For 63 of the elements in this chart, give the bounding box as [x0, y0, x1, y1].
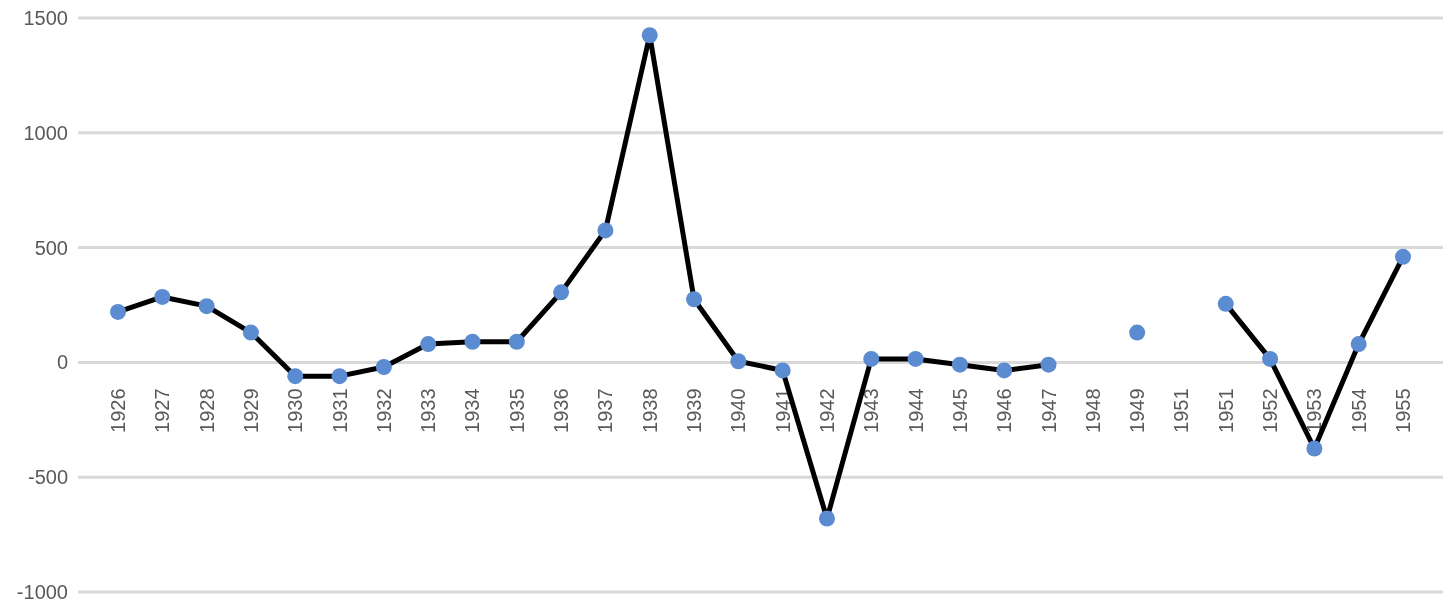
point: [553, 284, 570, 301]
point: [1395, 248, 1411, 265]
point: [1350, 336, 1367, 353]
x-tick-label: 1942: [815, 388, 838, 433]
y-tick-label: 1500: [23, 7, 68, 29]
x-tick-label: 1936: [550, 388, 573, 433]
point: [907, 350, 924, 367]
point: [242, 324, 259, 341]
y-tick-label: -1000: [16, 581, 68, 603]
x-tick-label: 1939: [683, 388, 706, 433]
x-tick-label: 1943: [860, 388, 883, 433]
x-tick-label: 1938: [638, 388, 661, 433]
point: [641, 27, 658, 44]
y-tick-label: 500: [34, 236, 68, 259]
x-tick-label: 1934: [461, 388, 484, 433]
x-tick-label: 1947: [1037, 388, 1060, 433]
point: [597, 222, 614, 239]
point: [1262, 350, 1279, 367]
x-tick-label: 1940: [727, 388, 750, 433]
point: [287, 368, 304, 385]
point: [375, 358, 392, 375]
x-tick-label: 1926: [107, 388, 129, 433]
point: [996, 362, 1013, 379]
x-tick-label: 1953: [1303, 388, 1326, 433]
point: [951, 356, 968, 373]
point: [863, 350, 880, 367]
point: [1129, 324, 1146, 341]
point: [774, 362, 791, 379]
point: [1306, 440, 1323, 457]
x-tick-label: 1949: [1126, 388, 1149, 433]
point: [730, 353, 747, 370]
x-tick-label: 1946: [993, 388, 1016, 433]
point: [464, 333, 481, 350]
y-tick-label: 1000: [23, 121, 68, 144]
point: [508, 333, 525, 350]
point: [1217, 295, 1234, 312]
point: [110, 303, 126, 320]
x-tick-label: 1931: [328, 388, 351, 433]
x-tick-label: 1944: [904, 388, 927, 433]
x-tick-label: 1927: [151, 388, 174, 433]
x-tick-label: 1935: [505, 388, 528, 433]
point: [154, 288, 171, 305]
x-tick-label: 1952: [1259, 388, 1282, 433]
point: [198, 298, 215, 315]
x-tick-label: 1948: [1081, 388, 1104, 433]
point: [331, 368, 348, 385]
x-tick-label: 1932: [372, 388, 395, 433]
point: [818, 510, 835, 527]
x-tick-label: 1951: [1170, 388, 1193, 433]
y-tick-label: -500: [27, 466, 68, 489]
x-tick-label: 1928: [195, 388, 218, 433]
point: [420, 336, 437, 353]
x-tick-label: 1937: [594, 388, 617, 433]
point: [1040, 356, 1057, 373]
x-tick-label: 1929: [239, 388, 262, 433]
point: [686, 291, 703, 308]
y-tick-label: 0: [56, 351, 68, 374]
x-tick-label: 1955: [1392, 388, 1414, 433]
x-tick-label: 1945: [948, 388, 971, 433]
x-tick-label: 1933: [417, 388, 440, 433]
x-tick-label: 1951: [1214, 388, 1237, 433]
x-tick-label: 1954: [1347, 388, 1370, 433]
x-tick-label: 1930: [284, 388, 307, 433]
